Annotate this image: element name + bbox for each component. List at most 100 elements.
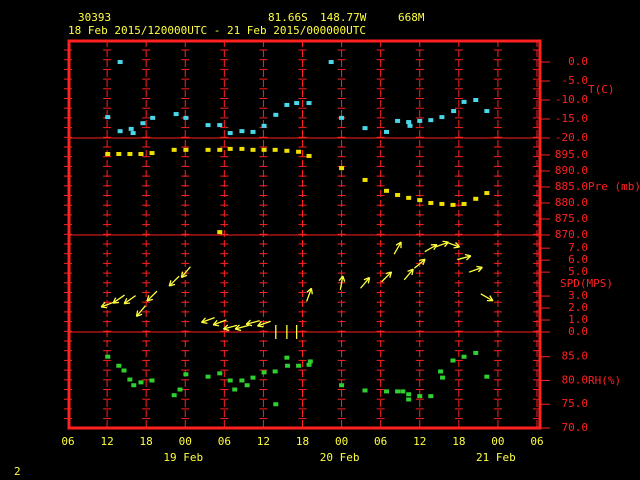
wind-arrow — [234, 324, 249, 332]
point — [294, 101, 300, 106]
wind-arrow — [123, 295, 136, 305]
wind-arrow — [360, 276, 371, 289]
point — [116, 363, 122, 368]
point — [171, 147, 177, 152]
arrow-head — [212, 319, 218, 326]
point — [183, 147, 189, 152]
point — [339, 383, 345, 388]
arrow-head — [123, 298, 128, 304]
arrow-shaft — [468, 266, 483, 273]
arrow-head — [433, 244, 438, 251]
point — [461, 99, 467, 104]
point — [473, 98, 479, 103]
arrow-shaft — [360, 277, 371, 289]
x-tick-label: 06 — [374, 435, 387, 448]
y-tick-label: 890.0 — [555, 164, 588, 177]
arrow-shaft — [393, 241, 402, 255]
arrow-shaft — [168, 275, 180, 287]
point — [428, 394, 434, 399]
y-tick-label: 0.0 — [568, 325, 588, 338]
arrow-shaft — [234, 324, 249, 330]
point — [417, 198, 423, 203]
y-tick-label: 6.0 — [568, 253, 588, 266]
arrow-head — [181, 274, 188, 279]
point — [439, 115, 445, 120]
arrow-shaft — [403, 268, 414, 281]
point — [406, 392, 412, 397]
arrow-shaft — [306, 288, 313, 302]
point — [450, 358, 456, 363]
station-id: 30393 — [78, 11, 111, 24]
point — [217, 371, 223, 376]
point — [130, 131, 136, 136]
arrow-head — [453, 246, 460, 249]
wind-arrow — [245, 319, 260, 327]
arrow-head — [477, 266, 483, 273]
x-tick-label: 06 — [530, 435, 543, 448]
point — [138, 380, 144, 385]
arrow-head — [223, 328, 230, 332]
axis-label: SPD(MPS) — [560, 277, 613, 290]
point — [406, 120, 412, 125]
point — [362, 126, 368, 131]
axis-label: RH(%) — [588, 374, 621, 387]
arrow-head — [389, 271, 393, 278]
y-tick-label: 2.0 — [568, 301, 588, 314]
point — [239, 146, 245, 151]
point — [438, 369, 444, 374]
point — [296, 149, 302, 154]
point — [261, 370, 267, 375]
point — [227, 378, 233, 383]
point — [450, 202, 456, 207]
arrow-shaft — [381, 271, 392, 283]
wind-arrow — [424, 244, 438, 253]
arrow-shaft — [246, 319, 260, 325]
point — [232, 387, 238, 392]
point — [183, 115, 189, 120]
arrow-shaft — [457, 255, 471, 261]
y-tick-label: 80.0 — [562, 373, 589, 386]
arrow-shaft — [201, 317, 215, 324]
point — [439, 201, 445, 206]
arrow-head — [464, 253, 471, 257]
point — [484, 109, 490, 114]
arrow-head — [135, 310, 139, 317]
point — [121, 368, 127, 373]
wind-arrow — [381, 271, 393, 283]
point — [227, 131, 233, 136]
point — [406, 195, 412, 200]
y-tick-label: 3.0 — [568, 289, 588, 302]
arrow-head — [338, 275, 344, 282]
point — [407, 123, 413, 128]
x-tick-label: 12 — [257, 435, 270, 448]
arrow-head — [466, 255, 472, 261]
arrow-shaft — [100, 301, 115, 308]
point — [284, 355, 290, 360]
point — [384, 129, 390, 134]
point — [339, 166, 345, 171]
point — [395, 389, 401, 394]
y-tick-label: -5.0 — [562, 74, 589, 87]
point — [272, 369, 278, 374]
x-tick-label: 18 — [296, 435, 309, 448]
point — [250, 129, 256, 134]
point — [149, 151, 155, 156]
point — [128, 126, 134, 131]
arrow-head — [146, 295, 150, 302]
wind-arrow — [413, 258, 426, 269]
arrow-head — [422, 259, 426, 266]
wind-arrow — [168, 275, 180, 287]
x-tick-label: 12 — [100, 435, 113, 448]
point — [395, 118, 401, 123]
arrow-head — [200, 317, 206, 323]
point — [296, 363, 302, 368]
wind-arrow — [146, 290, 158, 302]
point — [244, 383, 250, 388]
point — [138, 152, 144, 157]
y-tick-label: 7.0 — [568, 241, 588, 254]
arrow-head — [234, 324, 240, 330]
point — [384, 389, 390, 394]
arrow-shaft — [480, 293, 494, 302]
y-tick-label: 895.0 — [555, 148, 588, 161]
x-tick-label: 06 — [218, 435, 231, 448]
